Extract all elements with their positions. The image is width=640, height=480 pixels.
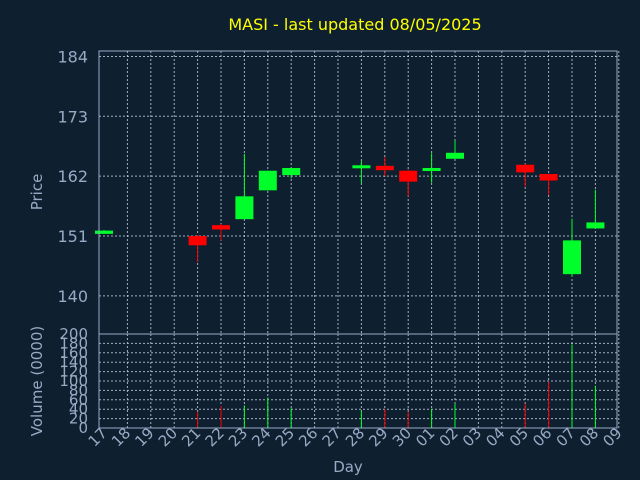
candle-body <box>539 173 558 181</box>
volume-tick-label: 180 <box>59 334 88 352</box>
candles <box>95 140 605 277</box>
price-tick-labels: 140 151 162 173 184 <box>57 47 88 305</box>
volume-tick-label: 160 <box>59 344 88 362</box>
price-tick-label: 151 <box>57 227 88 246</box>
price-panel-frame <box>98 50 618 335</box>
candle-body <box>188 236 207 246</box>
candle-body <box>212 225 230 230</box>
volume-tick-label: 60 <box>69 391 88 409</box>
price-axis-label: Price <box>28 174 46 211</box>
volume-axis-label: Volume (0000) <box>28 326 46 436</box>
candle-body <box>516 164 535 173</box>
volume-tick-label: 40 <box>69 400 88 418</box>
candle-body <box>95 230 113 234</box>
volume-tick-label: 120 <box>59 363 88 381</box>
candle-body <box>235 196 254 220</box>
candle-body <box>563 240 581 275</box>
volume-tick-label: 20 <box>69 410 88 428</box>
volume-tick-label: 100 <box>59 372 88 390</box>
price-tick-label: 140 <box>57 287 88 306</box>
candle-body <box>446 152 464 159</box>
x-axis-label: Day <box>333 458 363 476</box>
chart-title: MASI - last updated 08/05/2025 <box>228 15 481 34</box>
price-tick-label: 173 <box>57 107 88 126</box>
price-tick-label: 162 <box>57 167 88 186</box>
candle-body <box>282 168 301 176</box>
volume-bars <box>197 344 596 428</box>
price-tick-label: 184 <box>57 47 88 66</box>
candle-body <box>258 170 277 191</box>
candle-body <box>399 170 418 182</box>
volume-tick-label: 200 <box>59 325 88 343</box>
price-grid <box>99 51 620 334</box>
volume-grid <box>99 334 620 428</box>
volume-tick-label: 140 <box>59 353 88 371</box>
candle-body <box>375 165 394 171</box>
volume-tick-label: 80 <box>69 381 88 399</box>
candle-body <box>422 168 441 172</box>
volume-panel-frame <box>98 333 618 429</box>
volume-tick-label: 0 <box>78 419 88 437</box>
candle-body <box>586 222 605 229</box>
candle-body <box>352 165 371 169</box>
